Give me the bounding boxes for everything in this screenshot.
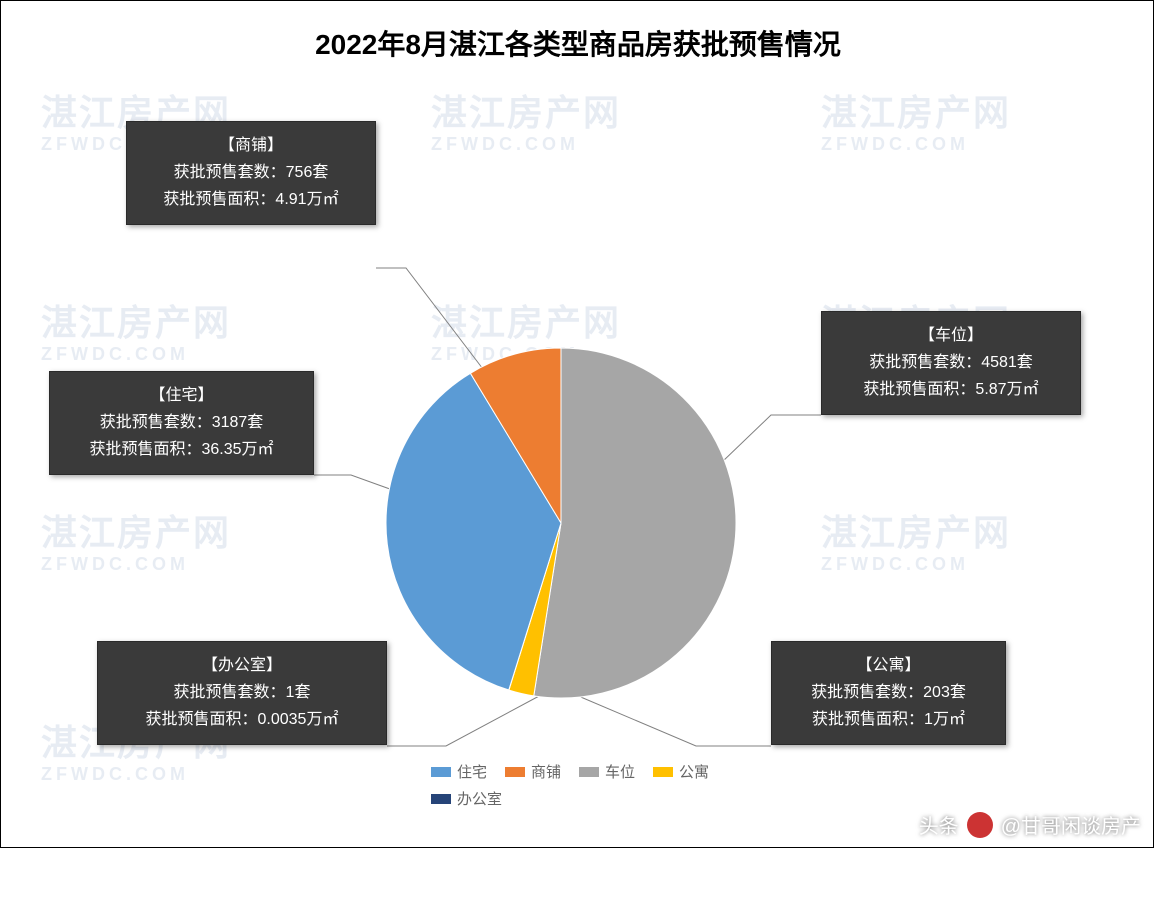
callout-line2: 获批预售面积：1万㎡ bbox=[786, 706, 991, 733]
callout-line2: 获批预售面积：0.0035万㎡ bbox=[112, 706, 372, 733]
callout-header: 【商铺】 bbox=[141, 132, 361, 159]
callout-header: 【公寓】 bbox=[786, 652, 991, 679]
legend-swatch bbox=[579, 767, 599, 777]
callout-residence: 【住宅】获批预售套数：3187套获批预售面积：36.35万㎡ bbox=[49, 371, 314, 475]
legend: 住宅 商铺 车位 公寓办公室 bbox=[431, 761, 751, 809]
legend-swatch bbox=[653, 767, 673, 777]
callout-apartment: 【公寓】获批预售套数：203套获批预售面积：1万㎡ bbox=[771, 641, 1006, 745]
callout-office: 【办公室】获批预售套数：1套获批预售面积：0.0035万㎡ bbox=[97, 641, 387, 745]
pie-slice-parking bbox=[534, 348, 736, 698]
callout-line2: 获批预售面积：36.35万㎡ bbox=[64, 436, 299, 463]
legend-swatch bbox=[431, 767, 451, 777]
legend-label: 住宅 bbox=[457, 761, 487, 782]
legend-item: 商铺 bbox=[505, 761, 561, 782]
callout-line1: 获批预售套数：4581套 bbox=[836, 349, 1066, 376]
callout-header: 【住宅】 bbox=[64, 382, 299, 409]
callout-shop: 【商铺】获批预售套数：756套获批预售面积：4.91万㎡ bbox=[126, 121, 376, 225]
legend-item: 住宅 bbox=[431, 761, 487, 782]
footer-prefix: 头条 bbox=[919, 810, 959, 839]
chart-title: 2022年8月湛江各类型商品房获批预售情况 bbox=[1, 1, 1154, 63]
legend-label: 车位 bbox=[605, 761, 635, 782]
legend-swatch bbox=[431, 794, 451, 804]
callout-line1: 获批预售套数：1套 bbox=[112, 679, 372, 706]
footer-credit: 头条 @甘哥闲谈房产 bbox=[919, 810, 1141, 839]
legend-label: 公寓 bbox=[679, 761, 709, 782]
legend-item: 车位 bbox=[579, 761, 635, 782]
callout-header: 【车位】 bbox=[836, 322, 1066, 349]
footer-handle: @甘哥闲谈房产 bbox=[1001, 810, 1141, 839]
legend-swatch bbox=[505, 767, 525, 777]
callout-line1: 获批预售套数：3187套 bbox=[64, 409, 299, 436]
callout-line1: 获批预售套数：203套 bbox=[786, 679, 991, 706]
legend-item: 办公室 bbox=[431, 788, 502, 809]
callout-parking: 【车位】获批预售套数：4581套获批预售面积：5.87万㎡ bbox=[821, 311, 1081, 415]
avatar-icon bbox=[967, 812, 993, 838]
legend-label: 商铺 bbox=[531, 761, 561, 782]
callout-line2: 获批预售面积：5.87万㎡ bbox=[836, 376, 1066, 403]
callout-header: 【办公室】 bbox=[112, 652, 372, 679]
callout-line2: 获批预售面积：4.91万㎡ bbox=[141, 186, 361, 213]
legend-label: 办公室 bbox=[457, 788, 502, 809]
chart-container: 2022年8月湛江各类型商品房获批预售情况 湛江房产网ZFWDC.COM湛江房产… bbox=[1, 1, 1154, 849]
legend-item: 公寓 bbox=[653, 761, 709, 782]
callout-line1: 获批预售套数：756套 bbox=[141, 159, 361, 186]
